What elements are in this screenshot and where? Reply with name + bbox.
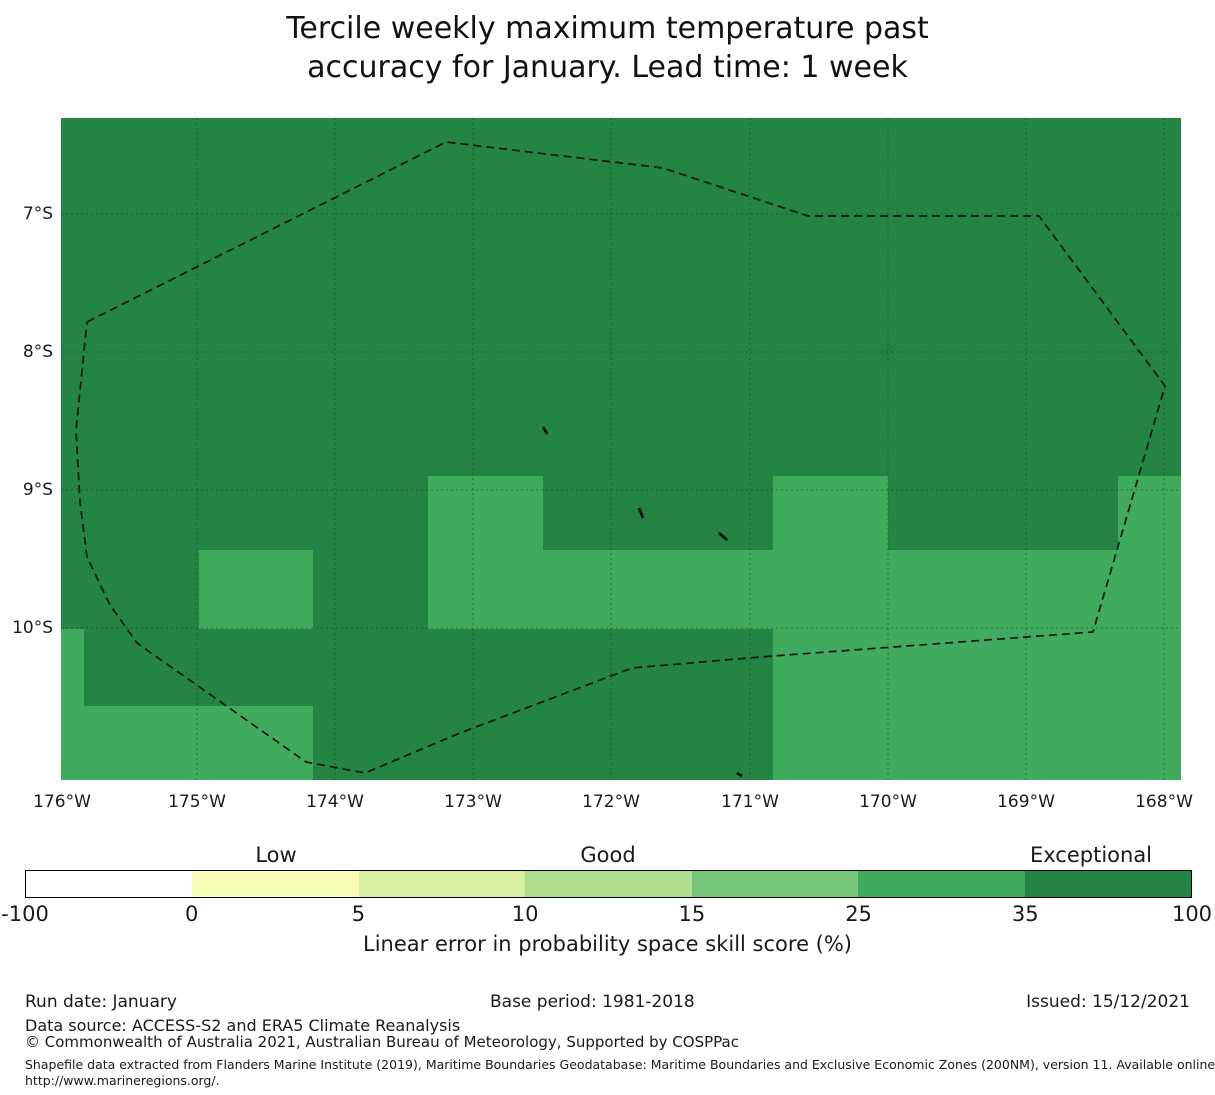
map-overlay <box>61 118 1181 780</box>
footer-shapefile-line1: Shapefile data extracted from Flanders M… <box>25 1057 1215 1072</box>
x-axis-tick-label: 169°W <box>997 792 1055 812</box>
colorbar-category-label: Exceptional <box>1029 843 1153 867</box>
colorbar-segment <box>691 871 859 897</box>
reduced-skill-cell <box>773 706 1181 780</box>
colorbar-tick-label: 35 <box>1011 902 1039 926</box>
colorbar-segment <box>1024 871 1191 897</box>
x-axis-tick-label: 174°W <box>306 792 364 812</box>
eez-boundary <box>75 141 1166 774</box>
colorbar <box>25 870 1192 898</box>
x-axis-tick-label: 175°W <box>168 792 226 812</box>
reduced-skill-cell <box>428 476 543 550</box>
y-axis-tick-label: 10°S <box>12 618 53 638</box>
reduced-skill-cell <box>61 629 84 706</box>
x-axis-tick-label: 173°W <box>444 792 502 812</box>
reduced-skill-cell <box>199 550 313 629</box>
colorbar-segment <box>858 871 1025 897</box>
colorbar-category-label: Low <box>255 843 297 867</box>
chart-title: Tercile weekly maximum temperature past … <box>0 9 1215 87</box>
reduced-skill-cell <box>1118 476 1181 550</box>
colorbar-tick-label: 10 <box>511 902 539 926</box>
colorbar-tick-label: 15 <box>678 902 706 926</box>
chart-title-line2: accuracy for January. Lead time: 1 week <box>307 50 908 85</box>
island-mark <box>541 426 549 435</box>
reduced-skill-cell <box>773 629 1181 706</box>
colorbar-tick-label: 25 <box>845 902 872 926</box>
footer-issued: Issued: 15/12/2021 <box>1026 992 1190 1012</box>
colorbar-segment <box>26 871 193 897</box>
x-axis-tick-label: 172°W <box>582 792 640 812</box>
chart-title-line1: Tercile weekly maximum temperature past <box>286 11 929 46</box>
x-axis-tick-label: 168°W <box>1135 792 1193 812</box>
x-axis-tick-label: 176°W <box>33 792 91 812</box>
y-axis-tick-label: 7°S <box>22 204 53 224</box>
colorbar-tick-label: -100 <box>1 902 49 926</box>
footer-run-date: Run date: January <box>25 992 177 1012</box>
map-plot-area <box>61 118 1181 780</box>
island-mark <box>736 771 743 778</box>
x-axis-tick-label: 170°W <box>859 792 917 812</box>
colorbar-category-label: Good <box>580 843 636 867</box>
colorbar-tick-label: 5 <box>351 902 366 926</box>
reduced-skill-cell <box>773 476 888 550</box>
colorbar-axis-label: Linear error in probability space skill … <box>363 932 852 956</box>
island-mark <box>637 507 645 519</box>
colorbar-tick-label: 100 <box>1171 902 1213 926</box>
reduced-skill-cell <box>428 550 1181 629</box>
x-axis-tick-label: 171°W <box>721 792 779 812</box>
colorbar-segment <box>525 871 692 897</box>
footer-copyright: © Commonwealth of Australia 2021, Austra… <box>25 1033 739 1051</box>
y-axis-tick-label: 8°S <box>22 342 53 362</box>
y-axis-tick-label: 9°S <box>22 480 53 500</box>
colorbar-tick-label: 0 <box>185 902 199 926</box>
island-mark <box>718 532 728 541</box>
footer-shapefile-url: http://www.marineregions.org/. <box>25 1073 220 1088</box>
colorbar-segment <box>358 871 526 897</box>
footer-base-period: Base period: 1981-2018 <box>490 992 695 1012</box>
reduced-skill-cell <box>61 706 313 780</box>
footer-data-source: Data source: ACCESS-S2 and ERA5 Climate … <box>25 1016 461 1035</box>
colorbar-segment <box>192 871 359 897</box>
